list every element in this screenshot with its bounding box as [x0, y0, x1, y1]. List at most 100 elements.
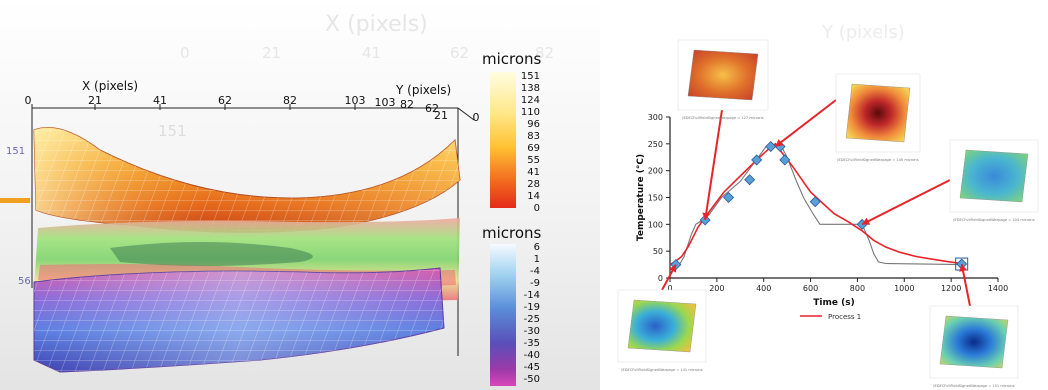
- ghost-x-tick: 82: [535, 44, 555, 62]
- colorbar-tick: 124: [521, 95, 540, 106]
- warpage-thumbnail-caption: JEDECFullFieldSignedWarpage = 141 micron…: [620, 368, 702, 372]
- data-point-marker: [809, 196, 821, 208]
- y-tick-label: 62: [425, 102, 439, 115]
- y-tick-label: 250: [648, 140, 663, 149]
- z-tick-label: 56: [18, 276, 31, 287]
- y-tick-label: 82: [400, 98, 414, 111]
- surface-middle-dark: [110, 242, 313, 266]
- callout-arrowhead: [668, 264, 677, 273]
- colorbar-tick: 138: [521, 83, 540, 94]
- legend-label: Process 1: [828, 313, 861, 321]
- colorbar-top-title: microns: [482, 50, 542, 68]
- colorbar-tick: 55: [527, 155, 540, 166]
- ghost-y-title: Y (pixels): [822, 22, 905, 43]
- y-tick-label: 100: [648, 220, 663, 229]
- colorbar-tick: -50: [524, 374, 540, 385]
- colorbar-tick: 0: [534, 203, 540, 214]
- x-tick-label: 400: [756, 284, 771, 293]
- ghost-x-title: X (pixels): [325, 12, 428, 37]
- series-line-reference: [670, 143, 964, 273]
- data-point-marker: [765, 141, 777, 153]
- x-axis-title: X (pixels): [82, 79, 138, 93]
- warpage-thumbnail-map: [845, 83, 911, 143]
- x-tick-label: 200: [709, 284, 724, 293]
- colorbar-top: [490, 72, 516, 208]
- colorbar-tick: -19: [524, 302, 540, 313]
- colorbar-tick: -25: [524, 314, 540, 325]
- x-axis-title: Time (s): [813, 298, 854, 308]
- x-tick-label: 0: [667, 284, 672, 293]
- data-point-marker: [751, 154, 763, 166]
- callout-arrow: [704, 109, 723, 221]
- warpage-thumbnail-caption: JEDECFullFieldSignedWarpage = 145 micron…: [836, 158, 918, 162]
- y-tick-label: 103: [375, 96, 396, 109]
- y-tick-label: 150: [648, 194, 663, 203]
- ghost-x-tick: 0: [180, 44, 190, 62]
- colorbar-tick: -30: [524, 326, 540, 337]
- callout-arrow: [960, 263, 971, 307]
- warpage-thumbnail-map: [959, 149, 1029, 203]
- warpage-thumbnail-caption: JEDECFullFieldSignedWarpage = 127 micron…: [681, 116, 763, 120]
- colorbar-top-ticks: 151 138 124 110 96 83 69 55 41 28 14 0: [521, 71, 540, 214]
- y-tick-label: 0: [658, 274, 663, 283]
- ghost-z-tick: 151: [158, 122, 187, 140]
- ghost-x-tick: 21: [262, 44, 282, 62]
- data-point-marker: [956, 258, 968, 270]
- x-tick-label: 1000: [894, 284, 914, 293]
- data-point-marker: [744, 174, 756, 186]
- colorbar-bottom: [490, 244, 516, 386]
- colorbar-tick: 151: [521, 71, 540, 82]
- callout-arrow: [774, 99, 837, 148]
- callout-arrow: [861, 179, 951, 226]
- callout-arrowhead: [775, 139, 784, 147]
- orange-marker: [0, 198, 30, 203]
- temperature-profile-chart: 0 50 100 150 200 250 300 0 200 400 600 800 1000 1200 1…: [617, 39, 1039, 388]
- data-point-marker: [723, 191, 735, 204]
- colorbar-tick: 6: [534, 242, 540, 253]
- y-tick-label: 300: [648, 113, 663, 122]
- callout-arrowhead: [702, 212, 711, 221]
- callout-arrowhead: [959, 264, 967, 272]
- surface-bottom-mesh: [34, 268, 444, 372]
- colorbar-tick: -40: [524, 350, 540, 361]
- warpage-thumbnail-map: [939, 315, 1009, 369]
- colorbar-tick: 96: [527, 119, 540, 130]
- y-tick-label: 21: [434, 109, 448, 122]
- colorbar-tick: 1: [534, 254, 540, 265]
- surface-plot-3d: X (pixels) Y (pixels) 0 21 41 62 82 103 …: [6, 50, 542, 386]
- x-tick-label: 1400: [988, 284, 1008, 293]
- x-tick-label: 41: [153, 94, 167, 107]
- y-tick-label: 200: [648, 167, 663, 176]
- colorbar-tick: -4: [530, 266, 540, 277]
- warpage-thumbnail-caption: JEDECFullFieldSignedWarpage = 104 micron…: [952, 218, 1034, 222]
- x-tick-label: 0: [25, 94, 32, 107]
- colorbar-tick: 41: [527, 167, 540, 178]
- x-tick-label: 600: [803, 284, 818, 293]
- y-tick-label: 0: [473, 111, 480, 124]
- colorbar-tick: 28: [527, 179, 540, 190]
- x-tick-label: 21: [88, 94, 102, 107]
- colorbar-tick: -9: [530, 278, 540, 289]
- x-tick-label: 103: [345, 94, 366, 107]
- y-tick-label: 50: [653, 247, 663, 256]
- warpage-thumbnail-map: [627, 299, 697, 353]
- colorbar-tick: 69: [527, 143, 540, 154]
- colorbar-tick: 14: [527, 191, 540, 202]
- x-tick-label: 800: [850, 284, 865, 293]
- callout-arrowhead: [862, 217, 871, 225]
- warpage-thumbnail-map: [687, 49, 759, 101]
- colorbar-tick: 83: [527, 131, 540, 142]
- ghost-x-tick: 41: [362, 44, 382, 62]
- y-axis-title: Temperature (°C): [636, 154, 646, 241]
- x-tick-label: 1200: [941, 284, 961, 293]
- ghost-x-tick: 62: [450, 44, 470, 62]
- colorbar-tick: -45: [524, 362, 540, 373]
- axis-ticks: [31, 104, 356, 110]
- warpage-thumbnail-caption: JEDECFullFieldSignedWarpage = 151 micron…: [932, 384, 1014, 388]
- colorbar-bottom-title: microns: [482, 224, 542, 242]
- colorbar-tick: -35: [524, 338, 540, 349]
- z-tick-label: 151: [6, 146, 25, 157]
- y-axis-title: Y (pixels): [395, 83, 451, 97]
- x-tick-label: 82: [283, 94, 297, 107]
- colorbar-tick: 110: [521, 107, 540, 118]
